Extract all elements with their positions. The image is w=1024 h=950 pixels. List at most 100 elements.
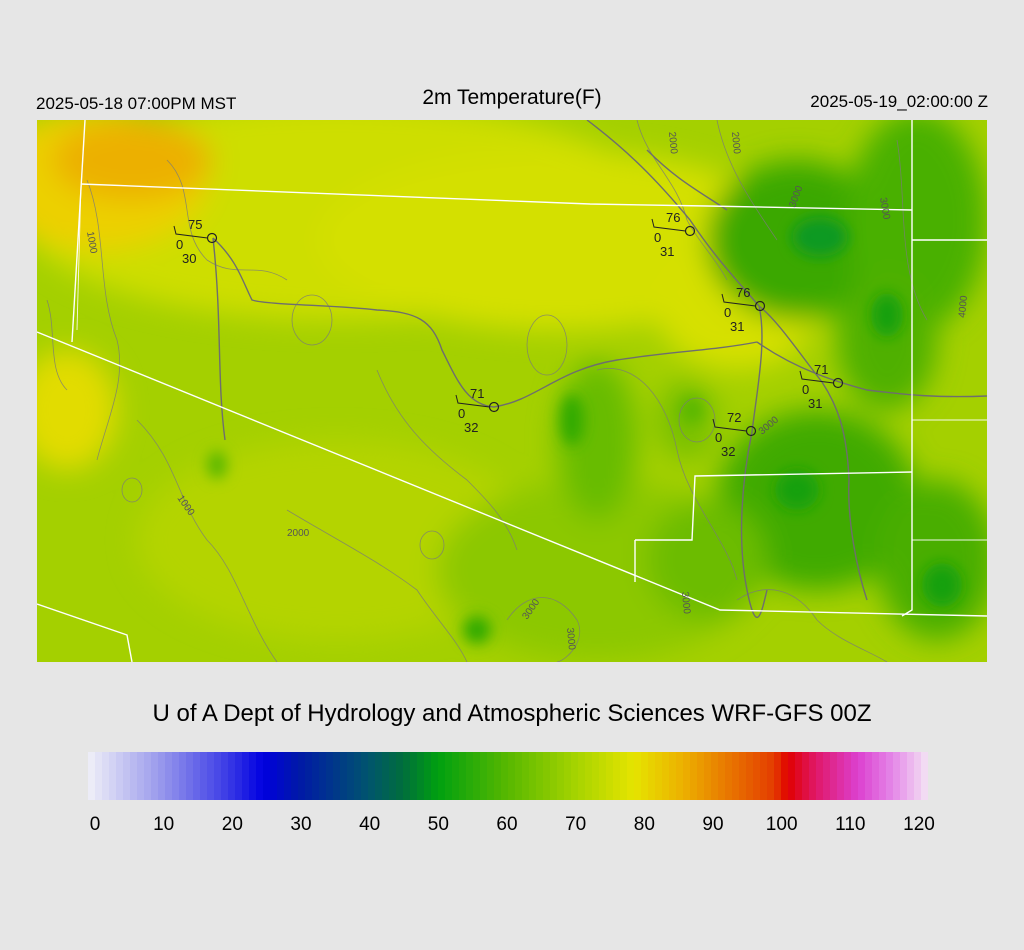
- colorbar-cell: [473, 752, 481, 800]
- colorbar-cell: [900, 752, 908, 800]
- colorbar-cell: [879, 752, 887, 800]
- colorbar-cell: [662, 752, 670, 800]
- contour-label: 3000: [564, 627, 577, 651]
- colorbar-cell: [179, 752, 187, 800]
- colorbar-cell: [795, 752, 803, 800]
- colorbar-cell: [634, 752, 642, 800]
- colorbar-cell: [718, 752, 726, 800]
- station-dewpoint: 31: [660, 244, 674, 259]
- cool-spots: [207, 217, 962, 644]
- colorbar-tick-label: 80: [633, 814, 655, 835]
- colorbar-cell: [347, 752, 355, 800]
- station-wind-speed: 0: [724, 305, 731, 320]
- colorbar-cell: [312, 752, 320, 800]
- colorbar-cell: [130, 752, 138, 800]
- contour-label: 1000: [84, 231, 99, 255]
- colorbar-cell: [340, 752, 348, 800]
- colorbar-cell: [921, 752, 928, 800]
- colorbar-cell: [445, 752, 453, 800]
- colorbar-cell: [893, 752, 901, 800]
- colorbar-cell: [816, 752, 824, 800]
- colorbar-cell: [396, 752, 404, 800]
- station-temperature: 75: [188, 217, 202, 232]
- colorbar-tick-label: 100: [765, 814, 798, 835]
- colorbar-cell: [249, 752, 257, 800]
- wind-barb-icon: [173, 225, 208, 239]
- station-wind-speed: 0: [458, 406, 465, 421]
- colorbar-cell: [571, 752, 579, 800]
- colorbar-cell: [830, 752, 838, 800]
- colorbar-cell: [214, 752, 222, 800]
- colorbar-cell: [858, 752, 866, 800]
- colorbar-cell: [424, 752, 432, 800]
- colorbar-cell: [907, 752, 915, 800]
- colorbar-cell: [515, 752, 523, 800]
- colorbar-cell: [655, 752, 663, 800]
- colorbar-tick-label: 70: [565, 814, 587, 835]
- station-wind-speed: 0: [715, 430, 722, 445]
- colorbar-cell: [865, 752, 873, 800]
- colorbar-cell: [669, 752, 677, 800]
- colorbar-cell: [403, 752, 411, 800]
- colorbar-cell: [109, 752, 117, 800]
- colorbar-cell: [543, 752, 551, 800]
- colorbar-cell: [564, 752, 572, 800]
- station-temperature: 76: [736, 285, 750, 300]
- colorbar-cell: [102, 752, 110, 800]
- model-credit: U of A Dept of Hydrology and Atmospheric…: [152, 700, 872, 727]
- colorbar-cell: [368, 752, 376, 800]
- colorbar-cell: [809, 752, 817, 800]
- colorbar-cell: [641, 752, 649, 800]
- colorbar-cell: [494, 752, 502, 800]
- roads: [212, 120, 987, 618]
- colorbar-tick-label: 90: [702, 814, 724, 835]
- colorbar-cell: [914, 752, 922, 800]
- colorbar-tick-label: 120: [903, 814, 935, 835]
- colorbar-cell: [459, 752, 467, 800]
- station-plot: 71 032: [455, 386, 500, 435]
- colorbar-cell: [144, 752, 152, 800]
- colorbar-tick-label: 60: [496, 814, 518, 835]
- colorbar-cell: [466, 752, 474, 800]
- colorbar-cell: [417, 752, 425, 800]
- colorbar-cell: [438, 752, 446, 800]
- colorbar-cell: [704, 752, 712, 800]
- colorbar-cell: [683, 752, 691, 800]
- colorbar-cell: [410, 752, 418, 800]
- colorbar-cell: [578, 752, 586, 800]
- boundaries: [37, 120, 987, 662]
- colorbar-cell: [760, 752, 768, 800]
- station-dewpoint: 30: [182, 251, 196, 266]
- colorbar-cell: [333, 752, 341, 800]
- colorbar-cell: [361, 752, 369, 800]
- station-wind-speed: 0: [802, 382, 809, 397]
- colorbar-cell: [767, 752, 775, 800]
- colorbar-cell: [711, 752, 719, 800]
- station-dewpoint: 31: [730, 319, 744, 334]
- colorbar-cell: [746, 752, 754, 800]
- valid-time-utc: 2025-05-19_02:00:00 Z: [810, 92, 988, 111]
- station-plot: 76 031: [721, 285, 766, 334]
- colorbar-cell: [872, 752, 880, 800]
- contour-label: 3000: [877, 197, 892, 221]
- station-dewpoint: 32: [721, 444, 735, 459]
- colorbar-cell: [480, 752, 488, 800]
- colorbar-cell: [151, 752, 159, 800]
- colorbar-cell: [291, 752, 299, 800]
- colorbar-cell: [207, 752, 215, 800]
- colorbar-cell: [557, 752, 565, 800]
- station-wind-speed: 0: [176, 237, 183, 252]
- colorbar-cell: [200, 752, 208, 800]
- colorbar-cell: [501, 752, 509, 800]
- colorbar-cell: [298, 752, 306, 800]
- colorbar-cell: [305, 752, 313, 800]
- station-temperature: 71: [470, 386, 484, 401]
- colorbar-tick-label: 40: [359, 814, 381, 835]
- station-temperature: 71: [814, 362, 828, 377]
- colorbar-tick-label: 30: [290, 814, 312, 835]
- colorbar-cell: [529, 752, 537, 800]
- colorbar-cell: [319, 752, 327, 800]
- colorbar-cell: [676, 752, 684, 800]
- colorbar-cell: [613, 752, 621, 800]
